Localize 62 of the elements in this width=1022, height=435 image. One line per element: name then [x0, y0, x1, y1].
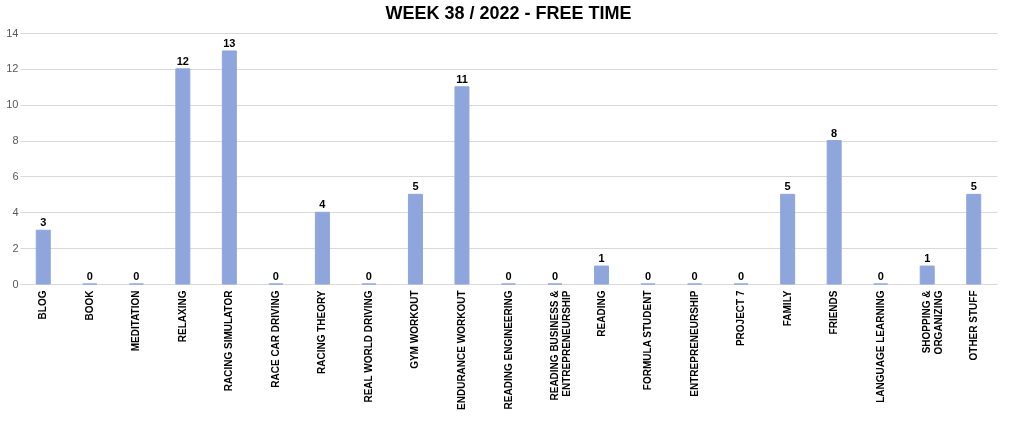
data-label: 0 — [691, 270, 698, 282]
x-tick-label: RACE CAR DRIVING — [269, 290, 281, 388]
data-label: 8 — [831, 126, 838, 139]
bar — [826, 140, 842, 285]
bar — [780, 193, 796, 285]
bar — [175, 68, 191, 285]
bar — [594, 265, 610, 285]
data-label: 5 — [412, 180, 419, 193]
x-tick-label: ENDURANCE WORKOUT — [455, 290, 467, 410]
x-tick-label: OTHER STUFF — [967, 290, 979, 361]
x-tick-label: PROJECT 7 — [735, 290, 747, 347]
x-tick-label: BOOK — [83, 289, 95, 321]
chart-title: WEEK 38 / 2022 - FREE TIME — [385, 3, 632, 23]
data-label: 0 — [86, 270, 93, 282]
x-tick-label: ENTREPRENEURSHIP — [688, 290, 700, 397]
data-label: 13 — [223, 36, 236, 49]
y-tick-label: 8 — [12, 134, 19, 147]
x-tick-label: READING — [595, 290, 607, 337]
data-label: 0 — [365, 270, 372, 282]
x-tick-label: RACING THEORY — [316, 290, 328, 375]
x-tick-label: FRIENDS — [828, 290, 840, 335]
x-tick-label: REAL WORLD DRIVING — [362, 290, 374, 403]
bar — [407, 193, 423, 285]
data-label: 11 — [456, 72, 468, 85]
x-tick-label: FORMULA STUDENT — [642, 290, 654, 391]
y-tick-label: 2 — [12, 241, 19, 254]
data-label: 0 — [551, 270, 559, 282]
y-tick-label: 12 — [6, 62, 19, 75]
data-label: 1 — [598, 252, 605, 265]
bar — [314, 211, 330, 285]
x-tick-label: READING ENGINEERING — [502, 290, 514, 410]
y-tick-label: 0 — [12, 277, 19, 290]
bar — [919, 265, 935, 285]
y-tick-label: 14 — [6, 26, 19, 39]
data-label: 1 — [924, 252, 931, 265]
x-tick-label: MEDITATION — [130, 290, 142, 352]
x-tick-label: BLOG — [37, 290, 49, 320]
data-label: 0 — [877, 270, 884, 282]
data-label: 0 — [645, 270, 652, 282]
y-tick-label: 4 — [12, 205, 19, 218]
x-tick-label: LANGUAGE LEARNING — [874, 290, 886, 403]
x-tick-label: FAMILY — [781, 290, 793, 327]
x-tick-label: RACING SIMULATOR — [223, 289, 235, 392]
data-label: 5 — [970, 180, 977, 193]
data-label: 0 — [505, 270, 512, 282]
x-tick-label: SHOPPING & ORGANIZING — [921, 290, 945, 355]
bar — [966, 193, 982, 285]
data-label: 12 — [176, 54, 189, 67]
data-label: 4 — [319, 198, 327, 211]
data-label: 5 — [784, 180, 791, 193]
y-tick-label: 6 — [12, 169, 19, 182]
bar — [454, 86, 470, 285]
data-label: 0 — [133, 270, 140, 282]
data-label: 0 — [738, 270, 745, 282]
bar — [35, 229, 51, 285]
data-label: 3 — [40, 216, 47, 229]
bar — [221, 50, 237, 285]
y-tick-label: 10 — [6, 98, 19, 111]
x-tick-label: READING BUSINESS & ENTREPRENEURSHIP — [549, 290, 573, 401]
x-tick-label: GYM WORKOUT — [409, 290, 421, 369]
data-label: 0 — [272, 270, 279, 282]
x-tick-label: RELAXING — [176, 290, 188, 343]
